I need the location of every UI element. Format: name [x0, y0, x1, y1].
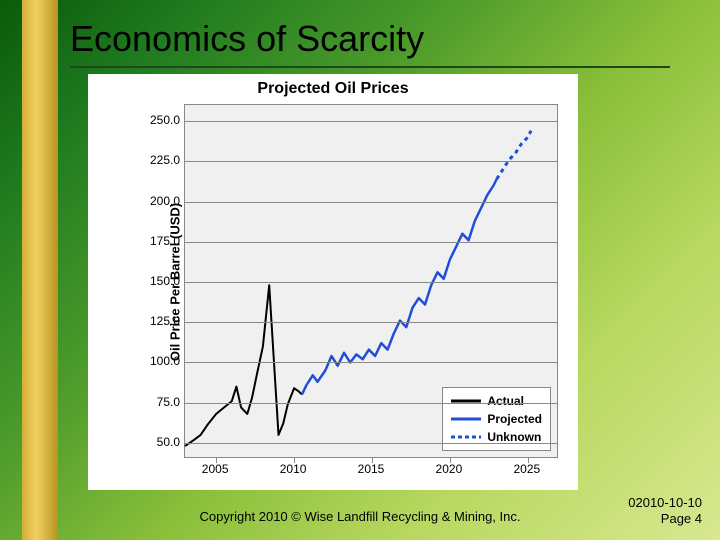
- plot-area: Actual Projected Unknown: [184, 104, 558, 458]
- gridline: [185, 443, 557, 444]
- title-underline: [70, 66, 670, 68]
- y-tick-label: 75.0: [96, 395, 180, 409]
- slide-title: Economics of Scarcity: [70, 18, 424, 60]
- gridline: [185, 322, 557, 323]
- legend-label-unknown: Unknown: [487, 430, 541, 444]
- legend-label-actual: Actual: [487, 394, 524, 408]
- x-tick-label: 2005: [202, 462, 229, 476]
- gridline: [185, 403, 557, 404]
- y-tick-label: 175.0: [96, 234, 180, 248]
- y-tick-label: 100.0: [96, 354, 180, 368]
- gridline: [185, 121, 557, 122]
- y-tick-label: 225.0: [96, 153, 180, 167]
- legend-label-projected: Projected: [487, 412, 542, 426]
- legend-swatch-unknown: [451, 431, 481, 443]
- gridline: [185, 202, 557, 203]
- y-tick-label: 125.0: [96, 314, 180, 328]
- footer-copyright: Copyright 2010 © Wise Landfill Recycling…: [0, 509, 720, 524]
- y-tick-label: 150.0: [96, 274, 180, 288]
- legend-row-actual: Actual: [451, 392, 542, 410]
- series-actual: [185, 285, 302, 446]
- gridline: [185, 362, 557, 363]
- footer-date: 02010-10-10: [628, 495, 702, 510]
- y-tick-label: 200.0: [96, 194, 180, 208]
- accent-bar: [22, 0, 58, 540]
- gridline: [185, 282, 557, 283]
- footer-page: Page 4: [661, 511, 702, 526]
- legend-swatch-actual: [451, 395, 481, 407]
- gridline: [185, 242, 557, 243]
- y-tick-label: 250.0: [96, 113, 180, 127]
- legend: Actual Projected Unknown: [442, 387, 551, 451]
- chart-panel: Projected Oil Prices Oil Price Per Barre…: [88, 74, 578, 490]
- x-tick-label: 2025: [513, 462, 540, 476]
- x-tick-label: 2020: [436, 462, 463, 476]
- legend-row-projected: Projected: [451, 410, 542, 428]
- chart-title: Projected Oil Prices: [88, 80, 578, 98]
- slide: Economics of Scarcity Projected Oil Pric…: [0, 0, 720, 540]
- gridline: [185, 161, 557, 162]
- x-tick-label: 2015: [358, 462, 385, 476]
- y-tick-label: 50.0: [96, 435, 180, 449]
- legend-swatch-projected: [451, 413, 481, 425]
- x-tick-label: 2010: [280, 462, 307, 476]
- series-unknown: [497, 131, 531, 179]
